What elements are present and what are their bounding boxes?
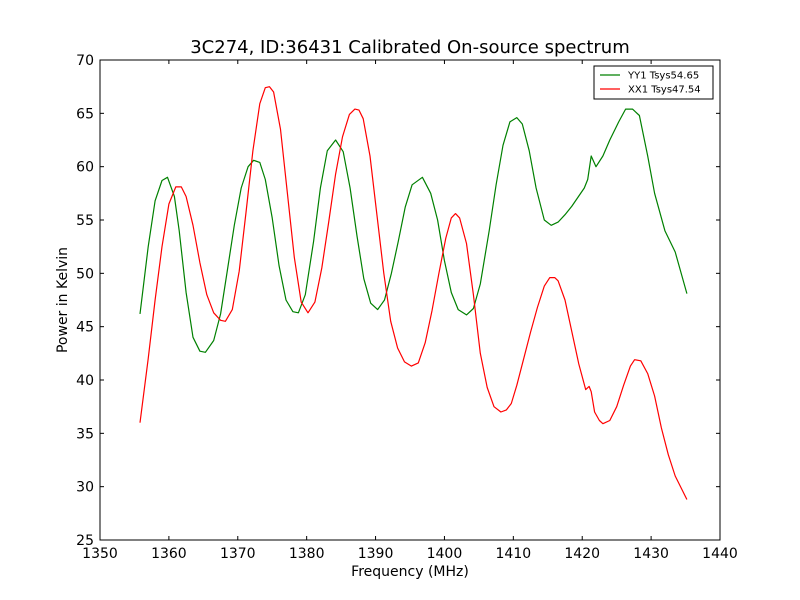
y-tick-label: 45: [76, 320, 94, 336]
x-tick-label: 1400: [427, 546, 463, 562]
x-tick-label: 1440: [702, 546, 738, 562]
y-tick-label: 70: [76, 53, 94, 69]
x-tick-label: 1390: [358, 546, 394, 562]
x-tick-label: 1430: [633, 546, 669, 562]
y-tick-label: 40: [76, 373, 94, 389]
ticks-layer: 1350 1360 1370 1380 1390 1400 1410 1420 1430 1440…: [76, 53, 738, 562]
legend-label: XX1 Tsys47.54: [628, 85, 701, 96]
y-tick-label: 35: [76, 426, 94, 442]
x-tick-label: 1380: [289, 546, 325, 562]
y-tick-label: 25: [76, 533, 94, 549]
x-tick-label: 1420: [564, 546, 600, 562]
legend-label: YY1 Tsys54.65: [627, 71, 699, 82]
y-axis-label: Power in Kelvin: [55, 247, 71, 353]
plot-area-frame: [99, 59, 721, 541]
chart-title: 3C274, ID:36431 Calibrated On-source spe…: [190, 37, 630, 58]
series-line-xx1: [139, 86, 688, 500]
y-tick-label: 30: [76, 480, 94, 496]
series-line-yy1: [139, 108, 688, 353]
x-axis-label: Frequency (MHz): [351, 564, 469, 580]
legend-box: [593, 65, 714, 100]
y-tick-label: 50: [76, 266, 94, 282]
legend: YY1 Tsys54.65 XX1 Tsys47.54: [593, 65, 714, 100]
y-tick-label: 55: [76, 213, 94, 229]
x-tick-label: 1350: [82, 546, 118, 562]
y-tick-label: 65: [76, 106, 94, 122]
x-tick-label: 1360: [151, 546, 187, 562]
x-tick-label: 1370: [220, 546, 256, 562]
x-tick-label: 1410: [496, 546, 532, 562]
series-layer: [139, 86, 688, 500]
y-tick-label: 60: [76, 160, 94, 176]
